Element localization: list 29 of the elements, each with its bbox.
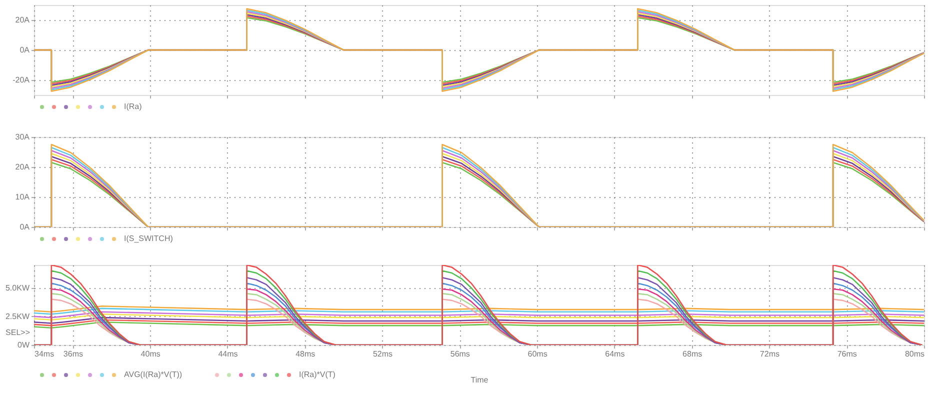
x-tick-label: 68ms [682, 350, 702, 358]
y-tick-label: 0A [20, 222, 30, 232]
y-tick-label: 10A [15, 192, 30, 202]
x-tick-label: 76ms [837, 350, 857, 358]
x-tick-label: 48ms [296, 350, 316, 358]
y-tick-label: 20A [15, 16, 30, 24]
x-tick-label: 56ms [450, 350, 470, 358]
x-tick-label: 44ms [218, 350, 238, 358]
x-tick-label: 72ms [760, 350, 780, 358]
legend-label: I(Ra)*V(T) [299, 370, 336, 379]
x-tick-label: 36ms [63, 350, 83, 358]
y-tick-label: 5.0KW [5, 283, 30, 292]
x-tick-label: 40ms [140, 350, 160, 358]
x-tick-label: 34ms [34, 350, 54, 358]
x-tick-label: 52ms [372, 350, 393, 358]
y-tick-label: 2.5KW [5, 312, 30, 321]
legend-label: I(S_SWITCH) [124, 234, 174, 243]
y-tick-label: 0A [20, 46, 30, 54]
x-tick-label: 60ms [528, 350, 548, 358]
y-tick-label: -20A [12, 76, 30, 84]
text: SEL>> [6, 328, 30, 337]
x-axis-title: Time [470, 376, 489, 384]
y-tick-label: 30A [15, 132, 30, 142]
x-tick-label: 80ms [904, 350, 924, 358]
legend-label: AVG(I(Ra)*V(T)) [124, 370, 182, 379]
y-tick-label: 0W [18, 340, 30, 350]
x-tick-label: 64ms [605, 350, 625, 358]
legend-label: I(Ra) [124, 102, 142, 111]
y-tick-label: 20A [15, 162, 30, 172]
